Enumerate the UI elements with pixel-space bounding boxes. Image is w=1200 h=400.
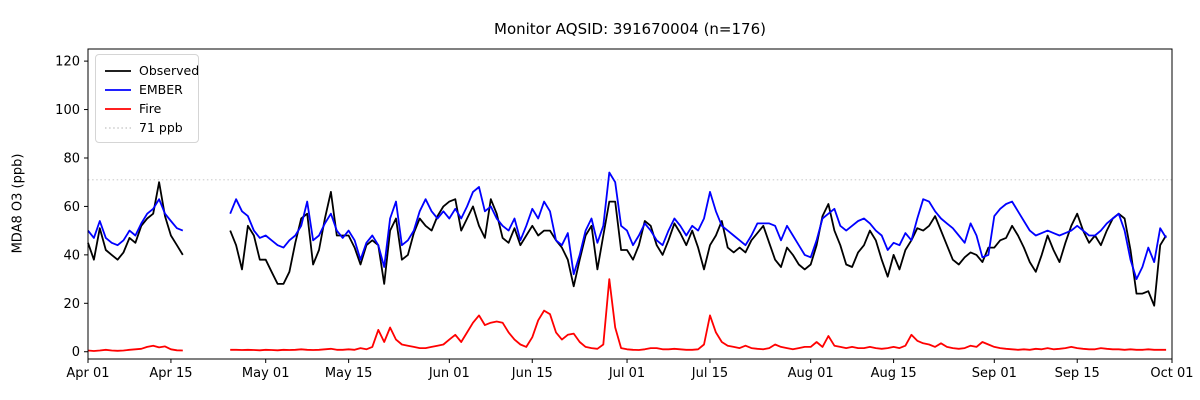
legend-line-sample-fire (105, 107, 131, 110)
x-tick-label: Aug 01 (788, 366, 834, 381)
x-tick-label: Sep 01 (972, 366, 1017, 381)
legend-item-observed: Observed (104, 61, 199, 80)
y-tick-label: 60 (63, 200, 80, 215)
legend-line-sample-ember (105, 88, 131, 91)
chart-title: Monitor AQSID: 391670004 (n=176) (494, 20, 766, 38)
legend-item-threshold: 71 ppb (104, 118, 190, 137)
x-tick-label: Apr 15 (149, 366, 192, 381)
y-tick-label: 80 (63, 151, 80, 166)
y-tick-label: 20 (63, 297, 80, 312)
x-tick-label: Aug 15 (871, 366, 917, 381)
legend-label-observed: Observed (139, 63, 200, 78)
legend-item-ember: EMBER (104, 80, 190, 99)
x-tick-label: May 01 (242, 366, 290, 381)
y-tick-label: 0 (72, 345, 80, 360)
legend-item-fire: Fire (104, 99, 190, 118)
fire-line (87, 278, 1167, 352)
y-tick-label: 40 (63, 248, 80, 263)
x-tick-label: Jul 01 (608, 366, 645, 381)
x-tick-label: Jun 01 (428, 366, 470, 381)
legend-line-sample-observed (105, 69, 131, 72)
plot-border (87, 48, 1173, 360)
ember-line (87, 171, 1167, 281)
x-tick-label: Oct 01 (1150, 366, 1193, 381)
x-tick-label: Jul 15 (691, 366, 728, 381)
legend-label-fire: Fire (139, 101, 162, 116)
x-tick-label: Apr 01 (66, 366, 109, 381)
legend-label-threshold: 71 ppb (139, 120, 183, 135)
y-axis-label: MDA8 O3 (ppb) (10, 153, 26, 254)
y-tick-label: 100 (55, 103, 80, 118)
observed-line (87, 181, 1167, 307)
x-tick-label: Sep 15 (1055, 366, 1100, 381)
x-tick-label: Jun 15 (511, 366, 553, 381)
x-tick-label: May 15 (325, 366, 373, 381)
legend-label-ember: EMBER (139, 82, 183, 97)
legend-box: Observed EMBER Fire 71 ppb (95, 54, 199, 143)
legend-line-sample-threshold (105, 126, 131, 129)
y-tick-label: 120 (55, 55, 80, 70)
